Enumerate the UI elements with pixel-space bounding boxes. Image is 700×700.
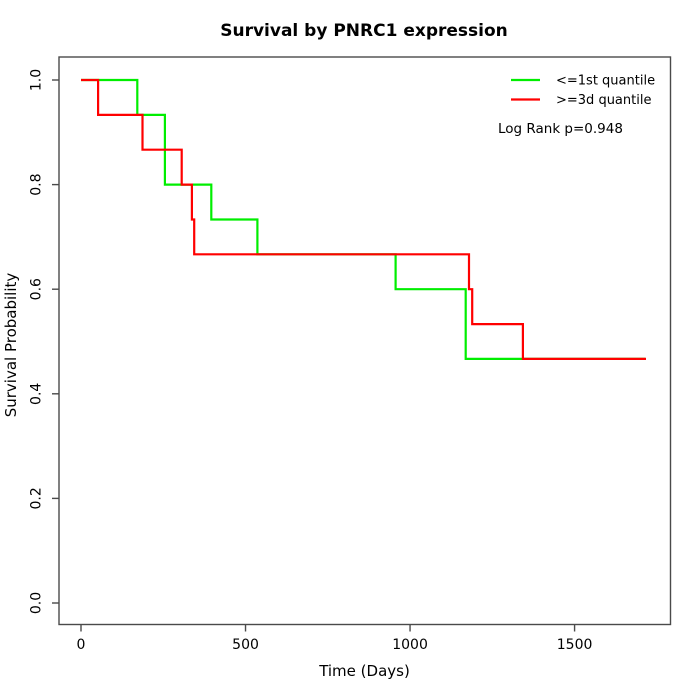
y-tick-label: 1.0 <box>29 69 45 91</box>
y-tick-label: 0.4 <box>29 383 45 405</box>
y-axis-label: Survival Probability <box>2 273 20 418</box>
y-tick-label: 0.8 <box>29 173 45 195</box>
y-tick-label: 0.0 <box>29 592 45 614</box>
x-tick-label: 500 <box>232 637 259 653</box>
x-tick-label: 1000 <box>392 637 428 653</box>
legend-label-third-quantile: >=3d quantile <box>556 93 651 108</box>
axis-ticks-layer: 0 500 1000 1500 0.0 0.2 0.4 0.6 0.8 1.0 <box>29 69 593 653</box>
x-tick-label: 1500 <box>557 637 593 653</box>
chart-title: Survival by PNRC1 expression <box>220 21 508 41</box>
log-rank-annotation: Log Rank p=0.948 <box>498 121 623 137</box>
plot-frame <box>58 56 672 626</box>
km-curve-third-quantile <box>81 78 646 360</box>
legend: <=1st quantile >=3d quantile Log Rank p=… <box>498 74 655 138</box>
series-curves-layer <box>81 78 646 360</box>
y-tick-label: 0.2 <box>29 487 45 509</box>
legend-label-first-quantile: <=1st quantile <box>556 74 655 89</box>
x-tick-label: 0 <box>77 637 86 653</box>
y-tick-label: 0.6 <box>29 278 45 300</box>
x-axis-label: Time (Days) <box>318 662 410 680</box>
